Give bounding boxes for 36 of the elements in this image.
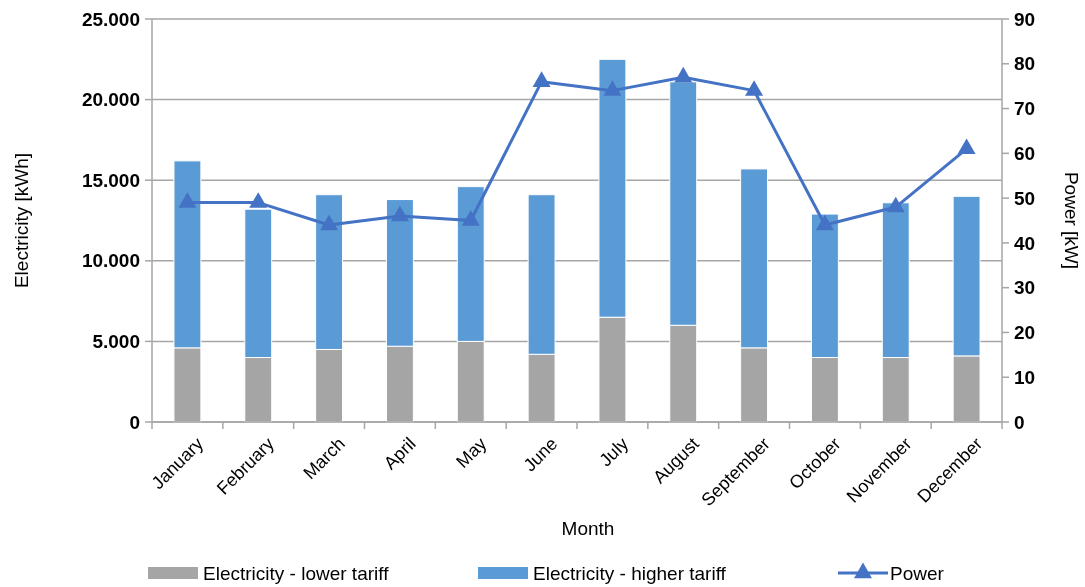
x-tick-label: July — [595, 433, 633, 471]
point — [390, 205, 409, 222]
y-tick-label: 25.000 — [81, 8, 140, 30]
point — [603, 80, 622, 96]
point — [532, 71, 551, 87]
x-axis-title: Month — [561, 518, 615, 539]
point — [886, 196, 905, 213]
legend-label: Power — [890, 562, 945, 584]
point — [249, 192, 268, 208]
point — [178, 192, 197, 208]
x-tick-label: May — [452, 433, 491, 472]
y2-tick-label: 70 — [1014, 98, 1036, 120]
y2-tick-label: 80 — [1014, 53, 1036, 75]
y-tick-label: 15.000 — [81, 169, 140, 191]
y2-tick-label: 10 — [1014, 366, 1036, 388]
y2-tick-label: 20 — [1014, 322, 1036, 344]
y-tick-label: 10.000 — [81, 250, 140, 272]
point — [957, 138, 976, 155]
legend-label: Electricity - higher tariff — [533, 562, 727, 584]
point — [674, 66, 693, 83]
y2-axis-title: Power [kW] — [1061, 171, 1082, 270]
y2-tick-label: 50 — [1014, 187, 1036, 209]
point — [320, 214, 339, 231]
legend-label: Electricity - lower tariff — [203, 562, 390, 584]
y2-tick-label: 60 — [1014, 142, 1036, 164]
y2-tick-label: 40 — [1014, 232, 1036, 254]
y-tick-label: 0 — [129, 411, 140, 433]
y2-tick-label: 90 — [1014, 8, 1036, 30]
y-tick-label: 20.000 — [81, 89, 140, 111]
y-tick-label: 5.000 — [92, 331, 140, 353]
point — [815, 214, 834, 231]
y2-tick-label: 30 — [1014, 277, 1036, 299]
y2-tick-label: 0 — [1014, 411, 1025, 433]
y-axis-title: Electricity [kWh] — [11, 152, 32, 289]
point — [461, 210, 480, 226]
point — [745, 80, 764, 96]
